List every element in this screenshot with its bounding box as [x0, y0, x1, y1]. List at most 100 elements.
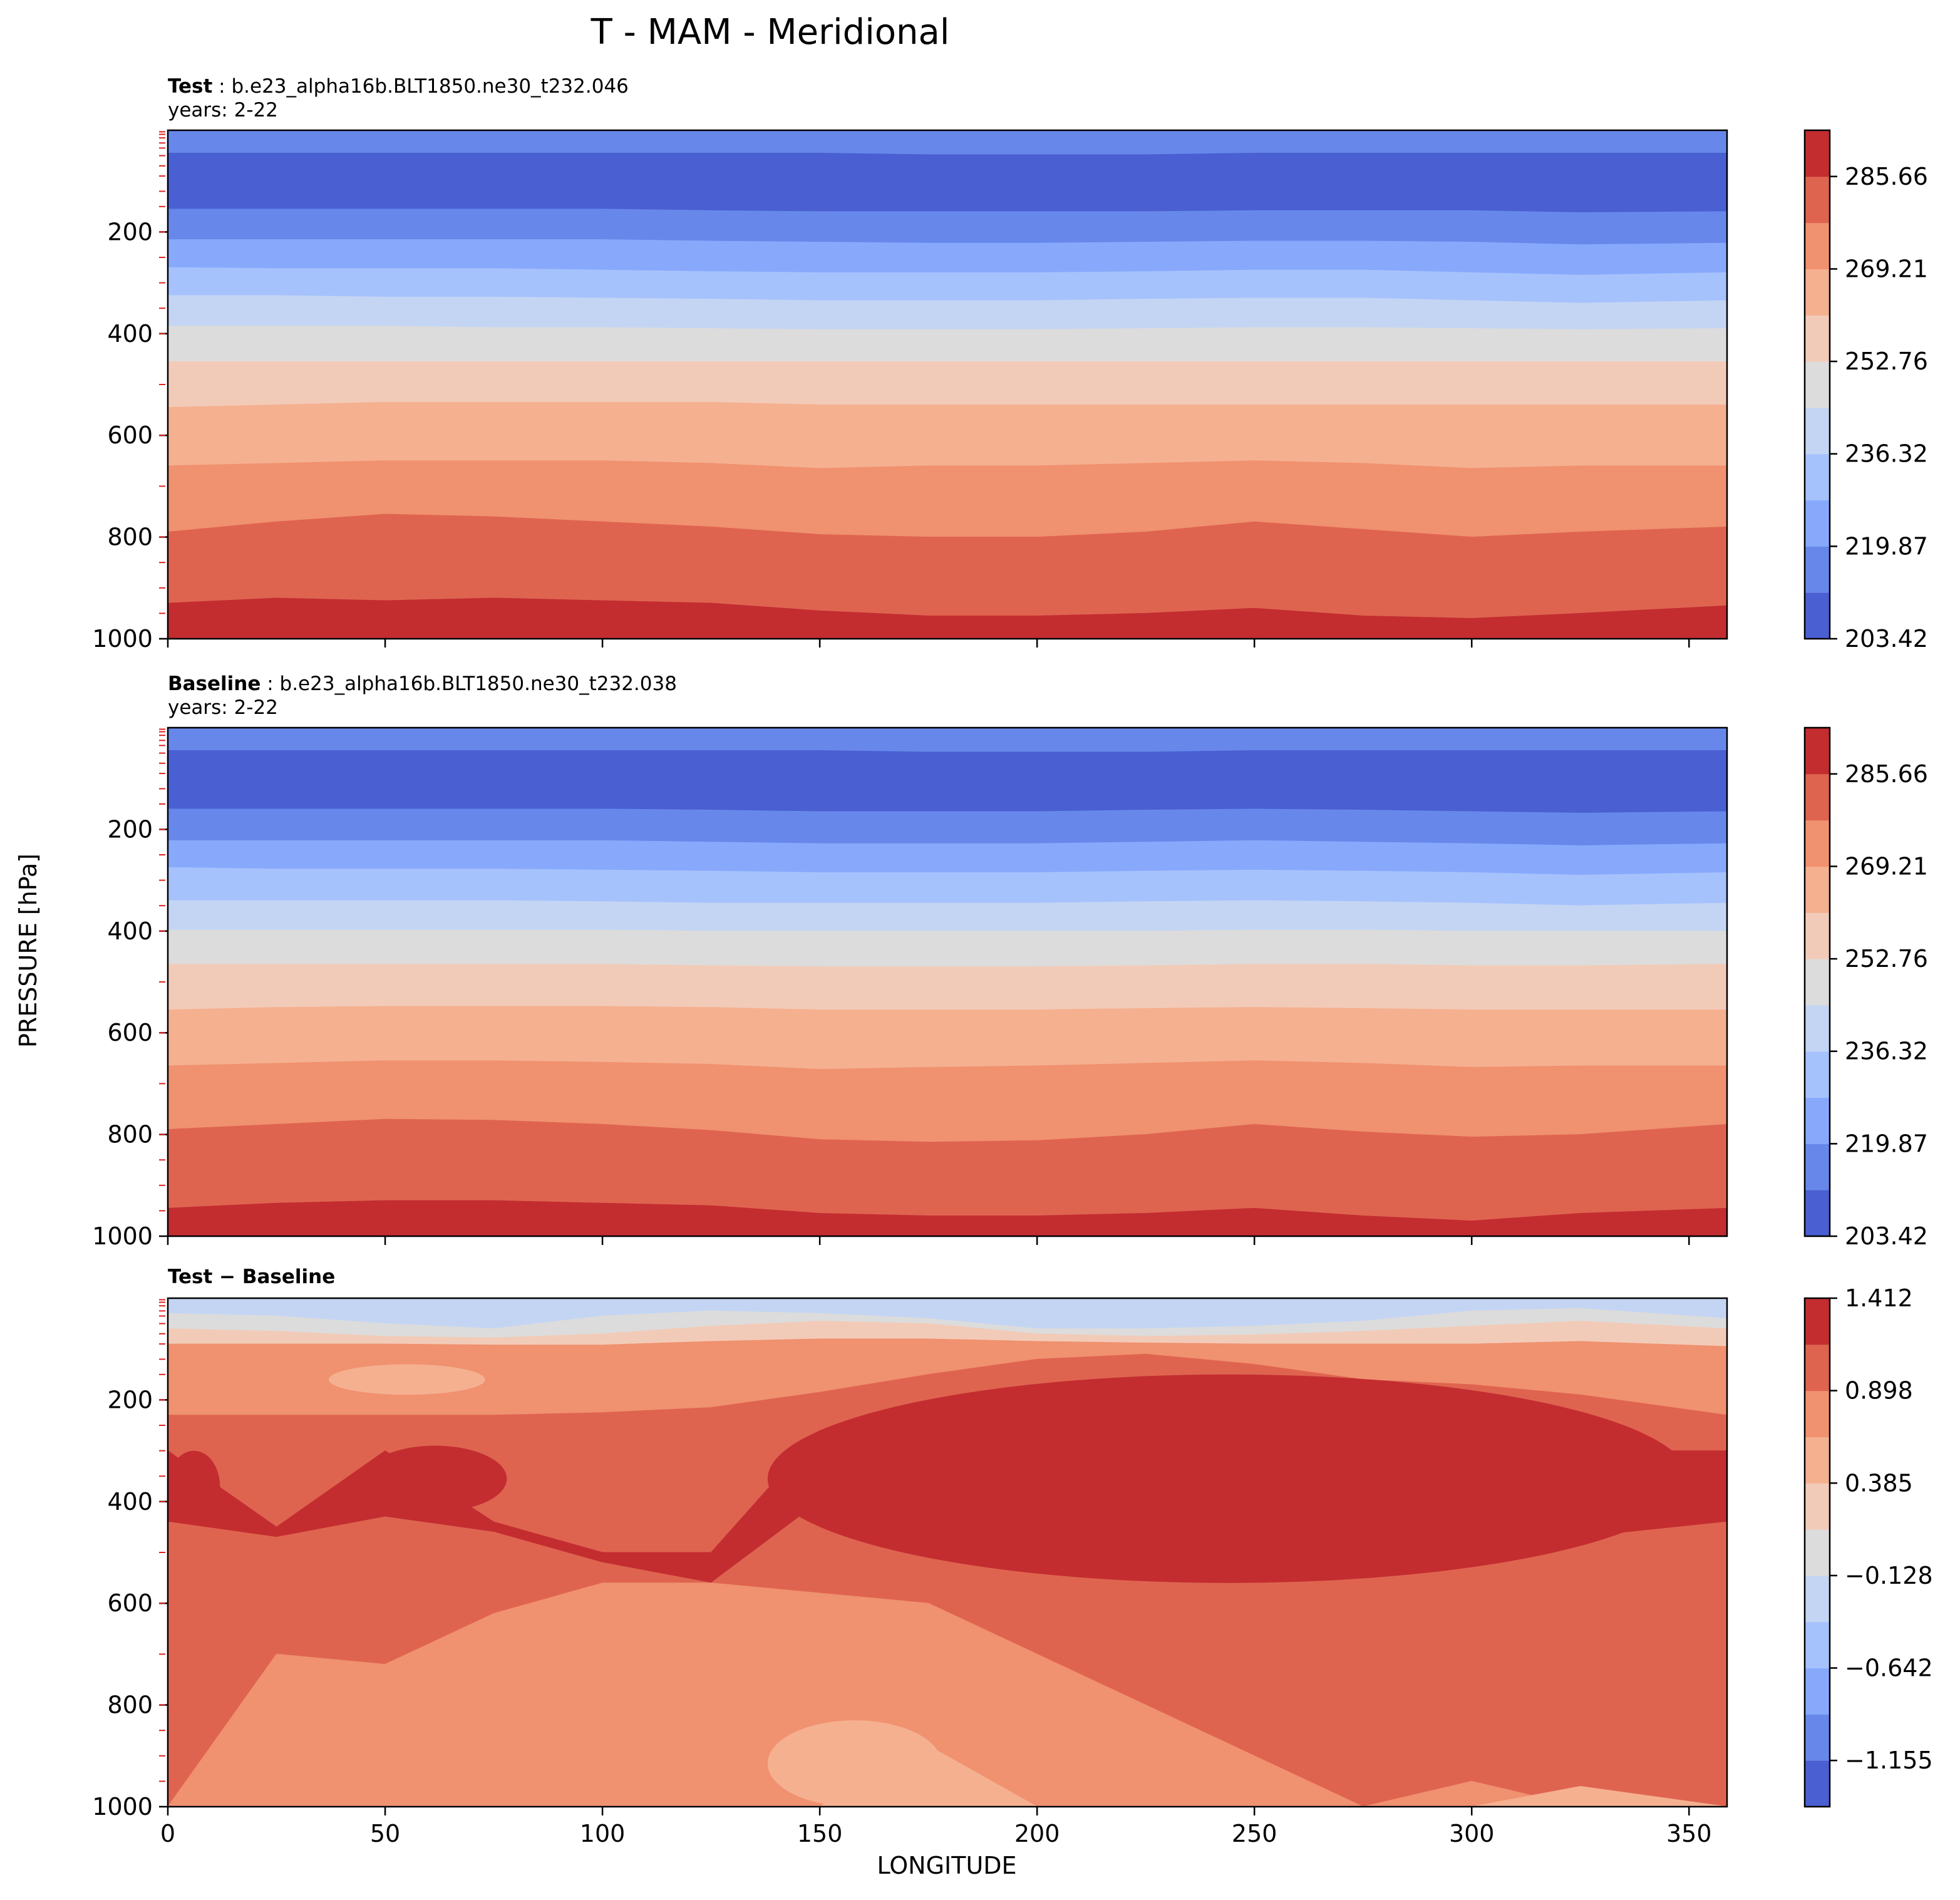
colorbar-segment	[1805, 1760, 1830, 1807]
colorbar-segment	[1805, 1668, 1830, 1715]
panel-baseline: 200 400 600 800 1000 Baseline : b.e23_alpha16…	[92, 673, 1928, 1250]
colorbar-segment	[1805, 1390, 1830, 1437]
colorbar-tick-label: 252.76	[1845, 348, 1928, 375]
colorbar-segment	[1805, 1714, 1830, 1761]
colorbar-segment	[1805, 130, 1830, 177]
contour-band-11	[168, 597, 1727, 639]
colorbar-segment	[1805, 315, 1830, 362]
contour-band-8	[168, 1745, 1727, 1807]
x-tick-label: 200	[1014, 1820, 1060, 1847]
colorbar-tick-label: −0.642	[1845, 1655, 1933, 1682]
panel-label-bold: Baseline	[168, 673, 260, 695]
colorbar-segment	[1805, 453, 1830, 501]
panel-label: Test − Baseline	[168, 1266, 335, 1288]
colorbar-tick-label: −1.155	[1845, 1747, 1933, 1774]
y-tick-label: 600	[107, 421, 153, 449]
colorbar-segment	[1805, 1529, 1830, 1576]
colorbar-segment	[1805, 1575, 1830, 1623]
y-tick-label: 200	[107, 1386, 153, 1413]
colorbar-segment	[1805, 176, 1830, 224]
x-axis-label: LONGITUDE	[877, 1852, 1016, 1879]
contour-band-11	[168, 1200, 1727, 1236]
colorbar-segment	[1805, 912, 1830, 959]
plot-area	[168, 130, 1727, 639]
x-tick-label: 300	[1449, 1820, 1495, 1847]
colorbar-frame	[1803, 129, 1831, 640]
colorbar-segment	[1805, 773, 1830, 821]
colorbar-tick-label: 1.412	[1845, 1284, 1913, 1312]
colorbar-tick-label: 236.32	[1845, 440, 1928, 468]
contour-feature-4	[767, 1720, 942, 1807]
colorbar-segment	[1805, 1621, 1830, 1669]
contour-feature-2	[767, 1374, 1689, 1583]
colorbar-segment	[1805, 592, 1830, 639]
colorbar-tick-label: 219.87	[1845, 532, 1928, 560]
contour-feature-3	[328, 1364, 485, 1395]
y-tick-label: 400	[107, 1488, 153, 1515]
y-tick-label: 600	[107, 1019, 153, 1046]
axes-frame	[167, 726, 1728, 1237]
colorbar-frame	[1803, 1297, 1831, 1808]
y-tick-label: 400	[107, 917, 153, 945]
colorbar-segment	[1805, 1483, 1830, 1530]
contour-feature-1	[363, 1445, 507, 1512]
colorbar-segment	[1805, 500, 1830, 547]
colorbar-segment	[1805, 1298, 1830, 1345]
colorbar-segment	[1805, 1004, 1830, 1052]
colorbar-segment	[1805, 1190, 1830, 1237]
y-tick-label: 800	[107, 524, 153, 551]
y-tick-label: 1000	[92, 1222, 153, 1250]
panel-label-case: : b.e23_alpha16b.BLT1850.ne30_t232.038	[260, 673, 677, 695]
colorbar-tick-label: 219.87	[1845, 1130, 1928, 1157]
panel-test: 200 400 600 800 1000 Test : b.e23_alpha16b.BL…	[92, 75, 1928, 653]
colorbar-tick-label: 203.42	[1845, 625, 1928, 653]
colorbar-tick-label: −0.128	[1845, 1562, 1933, 1589]
x-tick-label: 250	[1232, 1820, 1277, 1847]
colorbar-segment	[1805, 1437, 1830, 1484]
colorbar-tick-label: 269.21	[1845, 852, 1928, 880]
plot-area	[168, 728, 1727, 1236]
colorbar-segment	[1805, 728, 1830, 775]
colorbar-segment	[1805, 959, 1830, 1006]
contour-feature-0	[168, 1450, 220, 1522]
y-tick-label: 200	[107, 218, 153, 245]
colorbar-tick-label: 252.76	[1845, 945, 1928, 973]
colorbar-frame	[1803, 726, 1831, 1237]
colorbar-tick-label: 285.66	[1845, 760, 1928, 788]
colorbar-segment	[1805, 269, 1830, 316]
colorbar-tick-label: 0.385	[1845, 1469, 1913, 1497]
x-tick-label: 150	[797, 1820, 843, 1847]
y-tick-label: 200	[107, 815, 153, 843]
y-tick-label: 1000	[92, 1793, 153, 1820]
y-tick-label: 400	[107, 320, 153, 348]
panel-label: Test : b.e23_alpha16b.BLT1850.ne30_t232.…	[168, 75, 629, 98]
x-tick-label: 0	[160, 1820, 175, 1847]
plot-area	[168, 1298, 1727, 1807]
axes-frame	[167, 129, 1728, 640]
y-tick-label: 800	[107, 1121, 153, 1149]
panel-label-case: : b.e23_alpha16b.BLT1850.ne30_t232.046	[212, 75, 629, 98]
panel-years: years: 2-22	[168, 99, 278, 121]
figure-title: T - MAM - Meridional	[591, 12, 950, 53]
panel-label-bold: Test − Baseline	[168, 1266, 335, 1288]
colorbar-tick-label: 236.32	[1845, 1038, 1928, 1065]
colorbar-segment	[1805, 1344, 1830, 1391]
x-tick-label: 100	[580, 1820, 626, 1847]
colorbar-tick-label: 269.21	[1845, 255, 1928, 282]
colorbar-segment	[1805, 361, 1830, 408]
panel-diff: 200 400 600 800 1000 0 50 100 150 200 250 300 350 Tes…	[92, 1266, 1932, 1847]
y-tick-label: 800	[107, 1691, 153, 1719]
x-tick-label: 350	[1666, 1820, 1712, 1847]
y-axis-label: PRESSURE [hPa]	[14, 854, 42, 1048]
colorbar-segment	[1805, 820, 1830, 867]
colorbar-segment	[1805, 1051, 1830, 1098]
colorbar-segment	[1805, 1097, 1830, 1144]
colorbar-tick-label: 0.898	[1845, 1377, 1913, 1405]
colorbar-segment	[1805, 546, 1830, 593]
axes-frame	[167, 1297, 1728, 1808]
colorbar-segment	[1805, 222, 1830, 269]
y-tick-label: 1000	[92, 625, 153, 653]
panel-label-bold: Test	[168, 75, 213, 98]
colorbar-tick-label: 285.66	[1845, 163, 1928, 190]
